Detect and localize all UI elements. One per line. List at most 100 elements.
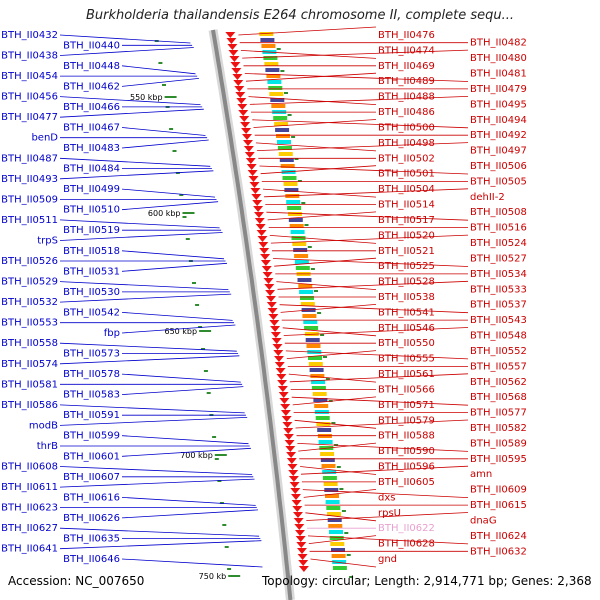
feature-block (299, 290, 314, 294)
gene-label: BTH_II0553 (1, 318, 58, 329)
gene-label: BTH_II0577 (470, 408, 527, 419)
gene-label: BTH_II0508 (470, 207, 527, 218)
feature-block (295, 266, 310, 270)
feature-block (326, 506, 341, 510)
gene-label: BTH_II0601 (63, 451, 120, 462)
gene-label: BTH_II0628 (378, 539, 435, 550)
gene-label: modB (29, 420, 58, 431)
gene-label: BTH_II0627 (1, 523, 58, 534)
feature-block (291, 236, 306, 240)
label-connector (303, 489, 377, 498)
tick-mark (291, 136, 296, 138)
tick-mark (310, 268, 315, 270)
gene-label: BTH_II0541 (378, 307, 435, 318)
label-connector (121, 497, 256, 506)
label-connector (121, 509, 259, 519)
reverse-gene-arrow (288, 476, 299, 482)
gene-label: BTH_II0524 (470, 238, 527, 249)
reverse-gene-arrow (262, 272, 273, 278)
label-connector (306, 512, 469, 521)
feature-block (313, 398, 328, 402)
feature-block (302, 314, 317, 318)
gene-label: BTH_II0467 (63, 123, 120, 134)
reverse-gene-arrow (258, 242, 269, 248)
gene-label: BTH_II0462 (63, 81, 120, 92)
gene-label: BTH_II0432 (1, 30, 58, 41)
label-connector (121, 262, 228, 272)
label-connector (59, 466, 253, 475)
reverse-gene-arrow (295, 536, 306, 542)
reverse-gene-arrow (240, 122, 251, 128)
gene-label: BTH_II0493 (1, 174, 58, 185)
gene-label: BTH_II0501 (378, 169, 435, 180)
label-connector (121, 386, 244, 395)
reverse-gene-arrow (265, 290, 276, 296)
label-connector (260, 165, 377, 175)
tick-mark (206, 392, 211, 394)
gene-label: BTH_II0499 (63, 184, 120, 195)
gene-label: BTH_II0500 (378, 123, 435, 134)
label-connector (310, 558, 377, 568)
label-connector (269, 235, 377, 244)
label-connector (273, 258, 469, 267)
feature-block (270, 98, 285, 102)
tick-mark (339, 488, 344, 490)
gene-label: BTH_II0583 (63, 390, 120, 401)
tick-mark (344, 532, 349, 534)
gene-label: trpS (37, 236, 58, 247)
kbp-tick-label: 750 kb (199, 572, 227, 581)
tick-mark (195, 304, 200, 306)
reverse-gene-arrow (273, 350, 284, 356)
tick-mark (185, 238, 190, 240)
gene-label: BTH_II0596 (378, 462, 435, 473)
feature-block (297, 278, 312, 282)
reverse-gene-arrow (266, 296, 276, 302)
reverse-gene-arrow (241, 128, 252, 134)
feature-block (332, 560, 347, 564)
reverse-gene-arrow (228, 50, 239, 56)
reverse-gene-arrow (297, 548, 307, 554)
gene-label: BTH_II0571 (378, 400, 435, 411)
feature-block (263, 56, 278, 60)
reverse-gene-arrow (250, 188, 261, 194)
reverse-gene-arrow (237, 104, 248, 110)
label-connector (257, 142, 469, 151)
label-connector (276, 281, 377, 290)
reverse-gene-arrow (295, 530, 305, 536)
reverse-gene-arrow (289, 482, 300, 488)
tick-mark (198, 326, 203, 328)
label-connector (59, 170, 214, 180)
reverse-gene-arrow (243, 140, 253, 146)
feature-block (312, 392, 327, 396)
feature-block (317, 428, 332, 432)
gene-label: BTH_II0466 (63, 102, 120, 113)
reverse-gene-arrow (233, 80, 244, 86)
tick-mark (301, 202, 306, 204)
reverse-gene-arrow (277, 380, 288, 386)
label-connector (308, 535, 377, 544)
feature-block (329, 536, 344, 540)
reverse-gene-arrow (292, 506, 303, 512)
feature-block (316, 422, 331, 426)
gene-label: BTH_II0502 (378, 153, 435, 164)
gene-label: BTH_II0489 (378, 76, 435, 87)
reverse-gene-arrow (283, 434, 294, 440)
label-connector (59, 281, 229, 290)
feature-block (288, 212, 302, 216)
tick-mark (325, 378, 330, 380)
gene-label: BTH_II0557 (470, 361, 527, 372)
gene-label: BTH_II0492 (470, 130, 527, 141)
label-connector (259, 165, 469, 175)
feature-block (324, 488, 339, 492)
reverse-gene-arrow (252, 200, 263, 206)
gene-label: BTH_II0589 (470, 438, 527, 449)
label-connector (121, 435, 249, 445)
reverse-gene-arrow (286, 452, 297, 458)
feature-block (310, 374, 325, 378)
feature-block (277, 140, 291, 144)
gene-label: gnd (378, 554, 397, 565)
tick-mark (172, 150, 177, 152)
reverse-gene-arrow (294, 524, 305, 530)
gene-label: BTH_II0548 (470, 331, 527, 342)
feature-block (290, 230, 305, 234)
